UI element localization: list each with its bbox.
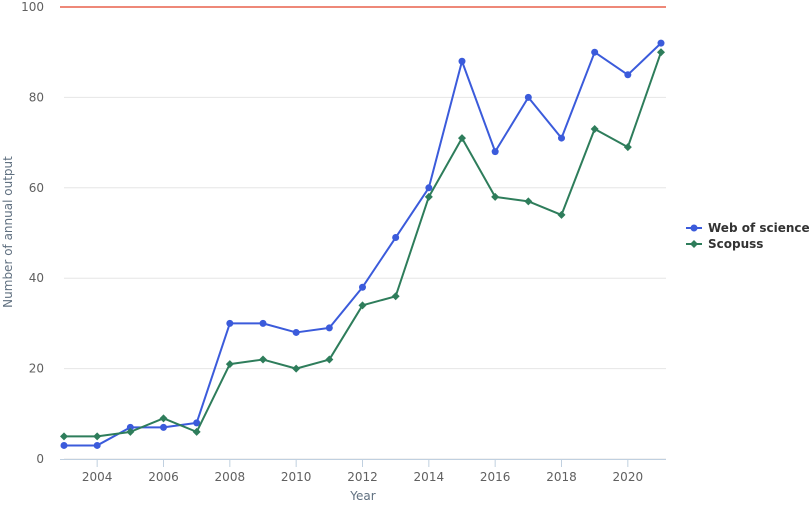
data-point[interactable] xyxy=(358,301,367,310)
data-point[interactable] xyxy=(391,292,400,301)
x-tick-label: 2004 xyxy=(82,470,113,484)
data-point[interactable] xyxy=(458,134,466,143)
data-point[interactable] xyxy=(557,210,566,219)
x-axis-title: Year xyxy=(349,489,375,503)
data-point[interactable] xyxy=(623,143,632,152)
y-tick-label: 0 xyxy=(36,452,44,466)
data-point[interactable] xyxy=(159,414,168,423)
series-1 xyxy=(60,48,665,441)
y-tick-labels: 0 20 40 60 80 100 xyxy=(21,0,44,466)
legend-marker-icon xyxy=(690,224,698,232)
x-tick-label: 2006 xyxy=(148,470,179,484)
y-tick-label: 100 xyxy=(21,0,44,14)
data-point[interactable] xyxy=(590,125,599,134)
data-point[interactable] xyxy=(160,423,167,431)
data-point[interactable] xyxy=(93,432,102,441)
data-point[interactable] xyxy=(524,93,532,101)
legend-label: Scopuss xyxy=(708,237,763,251)
axes xyxy=(60,459,666,467)
data-point[interactable] xyxy=(491,192,500,201)
series-0 xyxy=(60,39,665,449)
data-point[interactable] xyxy=(126,427,135,436)
legend: Web of science Scopuss xyxy=(686,221,809,251)
data-point[interactable] xyxy=(491,148,499,156)
data-point[interactable] xyxy=(292,364,301,373)
x-tick-label: 2010 xyxy=(281,470,312,484)
y-tick-label: 60 xyxy=(29,181,44,195)
x-tick-label: 2012 xyxy=(347,470,378,484)
x-tick-label: 2016 xyxy=(480,470,511,484)
y-tick-label: 80 xyxy=(29,90,44,104)
data-point[interactable] xyxy=(359,283,366,291)
data-point[interactable] xyxy=(225,360,234,369)
data-point[interactable] xyxy=(392,234,400,242)
x-tick-label: 2020 xyxy=(613,470,644,484)
data-point[interactable] xyxy=(93,441,101,449)
x-tick-label: 2014 xyxy=(414,470,445,484)
series-line xyxy=(64,42,662,447)
data-point[interactable] xyxy=(292,328,300,336)
x-tick-label: 2018 xyxy=(546,470,577,484)
data-point[interactable] xyxy=(558,134,565,142)
data-point[interactable] xyxy=(524,197,533,206)
data-point[interactable] xyxy=(226,319,234,327)
legend-item-0[interactable]: Web of science xyxy=(686,221,809,235)
data-point[interactable] xyxy=(325,355,334,364)
grid-lines xyxy=(64,6,666,460)
data-point[interactable] xyxy=(60,432,68,441)
legend-marker-icon xyxy=(690,240,698,248)
data-point[interactable] xyxy=(425,184,433,192)
data-point[interactable] xyxy=(259,319,267,327)
x-tick-label: 2008 xyxy=(215,470,246,484)
data-point[interactable] xyxy=(424,192,433,201)
y-tick-label: 20 xyxy=(29,362,44,376)
y-axis-title: Number of annual output xyxy=(1,156,15,308)
series-group xyxy=(60,39,665,449)
data-point[interactable] xyxy=(325,324,333,332)
data-point[interactable] xyxy=(591,48,599,56)
y-tick-label: 40 xyxy=(29,271,44,285)
data-point[interactable] xyxy=(126,423,134,431)
data-point[interactable] xyxy=(624,71,632,79)
data-point[interactable] xyxy=(458,57,466,65)
data-point[interactable] xyxy=(192,427,201,436)
data-point[interactable] xyxy=(259,355,267,364)
x-tick-labels: 2004 2006 2008 2010 2012 2014 2016 2018 2020 xyxy=(82,470,643,484)
data-point[interactable] xyxy=(60,441,68,449)
data-point[interactable] xyxy=(657,39,665,47)
data-point[interactable] xyxy=(657,48,665,57)
data-point[interactable] xyxy=(193,419,201,427)
legend-item-1[interactable]: Scopuss xyxy=(686,237,763,251)
legend-label: Web of science xyxy=(708,221,809,235)
